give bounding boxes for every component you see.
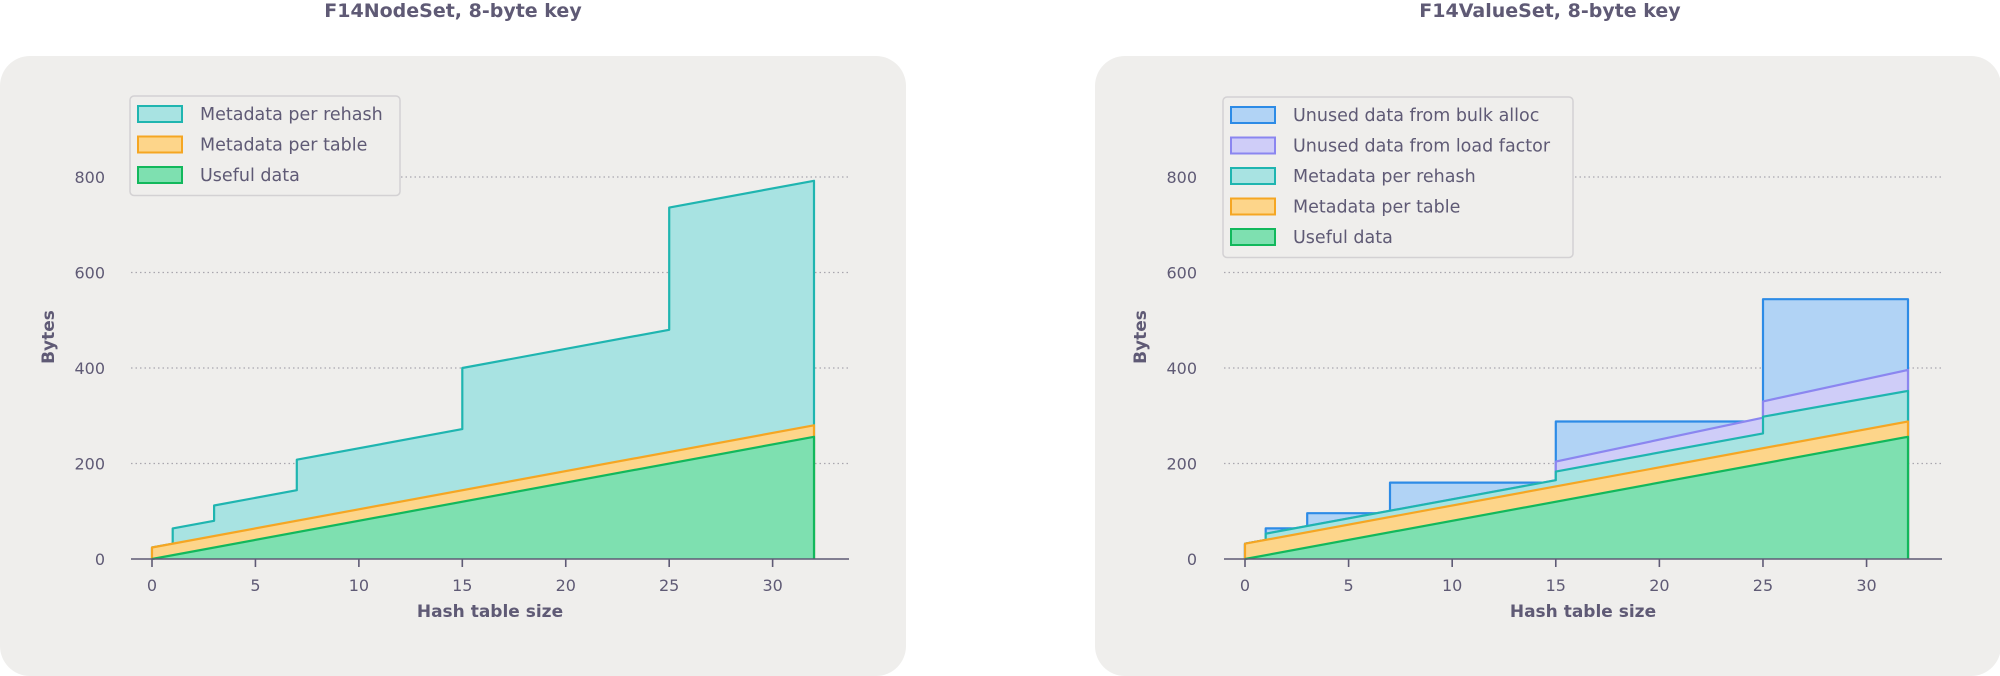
x-axis-label: Hash table size bbox=[1510, 602, 1656, 622]
x-tick-label: 25 bbox=[1753, 576, 1773, 595]
x-tick-label: 0 bbox=[1240, 576, 1250, 595]
chart-title-value-set: F14ValueSet, 8-byte key bbox=[1419, 0, 1681, 22]
legend-swatch bbox=[137, 166, 183, 184]
legend-swatch bbox=[1230, 136, 1276, 155]
y-tick-label: 200 bbox=[1166, 455, 1197, 474]
legend: Unused data from bulk alloc Unused data f… bbox=[1222, 96, 1574, 259]
y-tick-label: 400 bbox=[1166, 359, 1197, 378]
chart-1: 0 200 400 600 800 0 5 10 15 20 25 30 Hash table size… bbox=[1131, 96, 1942, 622]
x-tick-label: 25 bbox=[659, 576, 679, 595]
legend-swatch bbox=[1230, 228, 1276, 246]
y-tick-label: 800 bbox=[74, 168, 105, 187]
x-tick-label: 30 bbox=[1856, 576, 1876, 595]
legend-box bbox=[1222, 96, 1574, 259]
y-axis-label: Bytes bbox=[39, 310, 59, 364]
x-axis-label: Hash table size bbox=[417, 602, 563, 622]
series-line-useful-data bbox=[151, 435, 816, 561]
x-tick-label: 15 bbox=[452, 576, 472, 595]
y-tick-label: 0 bbox=[95, 550, 105, 569]
legend-swatch bbox=[1230, 167, 1276, 185]
x-tick-label: 30 bbox=[762, 576, 782, 595]
legend: Metadata per rehash Metadata per table Use… bbox=[129, 95, 401, 197]
legend-swatch bbox=[137, 105, 183, 123]
x-tick-label: 5 bbox=[250, 576, 260, 595]
chart-0: 0 200 400 600 800 0 5 10 15 20 25 30 Hash table size… bbox=[39, 95, 849, 622]
y-tick-label: 400 bbox=[74, 359, 105, 378]
legend-label: Metadata per table bbox=[200, 136, 367, 156]
x-tick-label: 15 bbox=[1546, 576, 1566, 595]
y-axis-label: Bytes bbox=[1131, 310, 1151, 364]
legend-label: Useful data bbox=[200, 166, 300, 186]
x-tick-label: 0 bbox=[147, 576, 157, 595]
legend-label: Metadata per rehash bbox=[200, 105, 383, 125]
series-line-useful-data bbox=[1244, 435, 1910, 561]
legend-swatch bbox=[1230, 197, 1276, 216]
x-tick-label: 20 bbox=[556, 576, 576, 595]
y-tick-label: 600 bbox=[74, 264, 105, 283]
y-tick-label: 200 bbox=[74, 455, 105, 474]
legend-swatch bbox=[1230, 106, 1276, 124]
x-tick-label: 10 bbox=[349, 576, 369, 595]
legend-box bbox=[129, 95, 401, 197]
legend-label: Metadata per table bbox=[1293, 198, 1460, 218]
legend-label: Useful data bbox=[1293, 228, 1393, 248]
y-tick-label: 0 bbox=[1187, 550, 1197, 569]
chart-title-node-set: F14NodeSet, 8-byte key bbox=[324, 0, 582, 22]
series-line-metadata-per-rehash bbox=[150, 179, 816, 559]
legend-label: Metadata per rehash bbox=[1293, 167, 1476, 187]
legend-label: Unused data from load factor bbox=[1293, 137, 1551, 157]
x-tick-label: 10 bbox=[1442, 576, 1462, 595]
x-tick-label: 20 bbox=[1649, 576, 1669, 595]
legend-label: Unused data from bulk alloc bbox=[1293, 106, 1539, 126]
x-tick-label: 5 bbox=[1344, 576, 1354, 595]
y-tick-label: 800 bbox=[1166, 168, 1197, 187]
legend-swatch bbox=[137, 135, 183, 154]
y-tick-label: 600 bbox=[1166, 264, 1197, 283]
